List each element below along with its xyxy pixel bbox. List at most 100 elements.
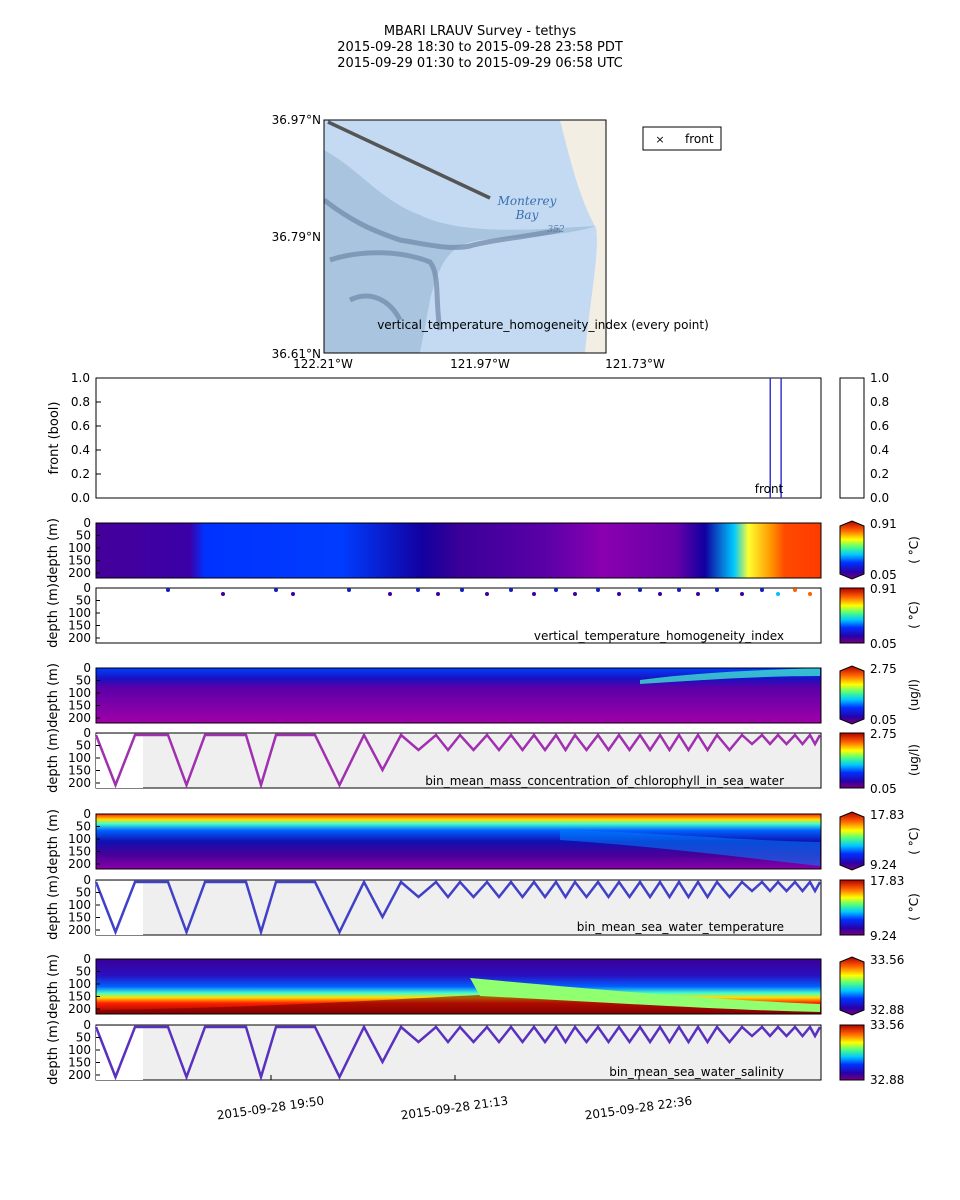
vthi-point [776, 592, 780, 596]
sal-cbar-max: 33.56 [870, 953, 904, 967]
time-tick-label: 2015-09-28 19:50 [216, 1094, 325, 1123]
depth-tick-label: 100 [68, 977, 91, 991]
depth-axis-label: depth (m) [46, 728, 61, 793]
vthi-point [617, 592, 621, 596]
vthi-point [658, 592, 662, 596]
vthi-point [274, 588, 278, 592]
temp-colorbar-contour [839, 811, 865, 871]
depth-tick-label: 150 [68, 764, 91, 778]
depth-tick-label: 200 [68, 1068, 91, 1082]
sal-section: bin_mean_sea_water_salinity [94, 958, 822, 1082]
sal-cbar-max: 33.56 [870, 1018, 904, 1032]
depth-tick-label: 50 [76, 529, 91, 543]
temp-yoyo-track [94, 879, 822, 937]
temp-cbar-max: 17.83 [870, 874, 904, 888]
depth-tick-label: 150 [68, 699, 91, 713]
depth-tick-label: 0 [83, 952, 91, 966]
sal-band [470, 978, 820, 1012]
vthi-point [291, 592, 295, 596]
vthi-point [485, 592, 489, 596]
front-cbar-tick-label: 0.6 [870, 419, 889, 433]
depth-tick-label: 200 [68, 711, 91, 725]
map-land [560, 120, 606, 353]
time-tick-label: 2015-09-28 21:13 [400, 1094, 509, 1123]
map-lon-label: 122.21°W [293, 357, 353, 371]
front-ytick-label: 0.2 [71, 467, 90, 481]
chl-bloom [640, 668, 820, 684]
chl-cbar-max: 2.75 [870, 662, 897, 676]
sal-panel-label: bin_mean_sea_water_salinity [609, 1065, 784, 1079]
chl-cbar-max: 2.75 [870, 727, 897, 741]
depth-tick-label: 100 [68, 686, 91, 700]
map-legend: × front [642, 126, 722, 151]
vthi-point [696, 592, 700, 596]
front-cbar-tick-label: 0.0 [870, 491, 889, 505]
sal-profile-panel [95, 1024, 822, 1081]
sal-cbar-min: 32.88 [870, 1003, 904, 1017]
depth-tick-label: 150 [68, 845, 91, 859]
depth-tick-label: 150 [68, 554, 91, 568]
depth-tick-label: 50 [76, 674, 91, 688]
map-caption: vertical_temperature_homogeneity_index (… [377, 318, 709, 332]
front-cbar-tick-label: 1.0 [870, 371, 889, 385]
depth-tick-label: 0 [83, 581, 91, 595]
vthi-point [573, 592, 577, 596]
vthi-point [715, 588, 719, 592]
depth-axis-label: depth (m) [46, 875, 61, 940]
depth-tick-label: 100 [68, 541, 91, 555]
depth-axis-label: depth (m) [46, 1020, 61, 1085]
figure-subtitle-pdt: 2015-09-28 18:30 to 2015-09-28 23:58 PDT [337, 40, 623, 55]
vthi-colorbar-contour [839, 520, 865, 580]
time-axis: 2015-09-28 19:50 2015-09-28 21:13 2015-0… [216, 1075, 693, 1122]
depth-tick-label: 0 [83, 516, 91, 530]
chl-panel-label: bin_mean_mass_concentration_of_chlorophy… [425, 774, 784, 788]
vehicle-track [327, 120, 491, 200]
sal-colorbar-contour [839, 956, 865, 1016]
depth-tick-label: 100 [68, 606, 91, 620]
depth-tick-label: 50 [76, 886, 91, 900]
depth-tick-label: 200 [68, 1002, 91, 1016]
depth-tick-label: 0 [83, 726, 91, 740]
x-marker-icon: × [655, 133, 664, 146]
vthi-point [596, 588, 600, 592]
temp-cbar-min: 9.24 [870, 858, 897, 872]
map-legend-label: front [685, 132, 714, 146]
temp-units: ( °C) [907, 893, 921, 921]
vthi-point [793, 588, 797, 592]
vthi-point [638, 588, 642, 592]
front-colorbar-ticks: 0.0 0.2 0.4 0.6 0.8 1.0 [870, 371, 889, 505]
temp-units: ( °C) [907, 827, 921, 855]
front-cbar-tick-label: 0.2 [870, 467, 889, 481]
vthi-panel-label: vertical_temperature_homogeneity_index [534, 629, 784, 643]
chl-colorbar-profile [839, 732, 865, 789]
depth-tick-label: 150 [68, 911, 91, 925]
vthi-units: ( °C) [907, 536, 921, 564]
temp-cbar-min: 9.24 [870, 929, 897, 943]
temp-colorbar-profile [839, 879, 865, 936]
temp-upwelling [560, 830, 820, 866]
vthi-point [808, 592, 812, 596]
map-sounding: 352 [547, 225, 564, 235]
vthi-cbar-min: 0.05 [870, 568, 897, 582]
map-lon-label: 121.73°W [605, 357, 665, 371]
vthi-point [436, 592, 440, 596]
vthi-points-panel [95, 587, 822, 644]
depth-tick-label: 200 [68, 857, 91, 871]
temp-profile-gap [96, 881, 143, 935]
depth-tick-label: 50 [76, 1031, 91, 1045]
vthi-section: vertical_temperature_homogeneity_index [95, 522, 822, 644]
front-cbar-tick-label: 0.4 [870, 443, 889, 457]
chl-profile-panel [95, 732, 822, 789]
depth-tick-label: 0 [83, 873, 91, 887]
vthi-point [416, 588, 420, 592]
depth-tick-label: 50 [76, 965, 91, 979]
map-lon-label: 121.97°W [450, 357, 510, 371]
front-ytick-label: 0.8 [71, 395, 90, 409]
vthi-point [760, 588, 764, 592]
vthi-point [388, 592, 392, 596]
figure-title: MBARI LRAUV Survey - tethys [384, 24, 577, 39]
vthi-point [166, 588, 170, 592]
chl-profile-gap [96, 734, 143, 788]
vthi-units: ( °C) [907, 601, 921, 629]
